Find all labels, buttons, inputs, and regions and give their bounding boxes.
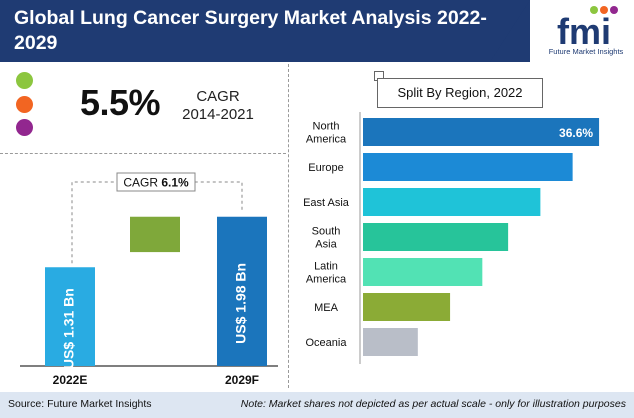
cagr-annotation: CAGR 6.1%: [123, 176, 189, 190]
header-band-edge: [490, 0, 530, 62]
region-bar-latin-america: [363, 258, 483, 286]
region-bar-north-america: [363, 118, 600, 146]
header-band: [0, 0, 530, 62]
legend-dot-purple: [16, 119, 33, 136]
logo-dot-orange: [600, 6, 608, 14]
bar-2022E: [45, 267, 95, 366]
region-bar-south-asia: [363, 223, 509, 251]
region-label: Europe: [308, 162, 343, 174]
region-label-line: MEA: [314, 302, 339, 314]
bar-value-label: US$ 1.31 Bn: [61, 288, 77, 369]
fmi-logo: fmi: [557, 6, 618, 52]
region-bar-europe: [363, 153, 573, 181]
region-label-line: America: [306, 274, 347, 286]
x-tick-label: 2022E: [53, 373, 88, 387]
logo-tagline: Future Market Insights: [548, 47, 624, 56]
logo-text: fmi: [557, 11, 611, 52]
footer-note: Note: Market shares not depicted as per …: [240, 398, 626, 410]
logo-dot-purple: [610, 6, 618, 14]
region-label-line: South: [312, 226, 341, 238]
cagr-bracket: [71, 181, 243, 264]
region-bar-oceania: [363, 328, 418, 356]
region-label-line: Asia: [315, 239, 337, 251]
region-data-label: 36.6%: [559, 126, 593, 140]
region-label: East Asia: [303, 197, 350, 209]
bar-growth: [130, 216, 180, 253]
region-chart-title: Split By Region, 2022: [377, 78, 543, 108]
bar-2029F: [217, 216, 267, 366]
region-label: Latin America: [306, 261, 347, 286]
bar-value-label: US$ 1.98 Bn: [233, 263, 249, 344]
legend-dot-orange: [16, 96, 33, 113]
cagr-value: 5.5%: [80, 82, 161, 123]
section-divider-vertical: [288, 64, 289, 388]
footer: Source: Future Market Insights Note: Mar…: [0, 392, 634, 418]
region-label-line: Latin: [314, 261, 338, 273]
region-label: South Asia: [312, 226, 341, 251]
header: Global Lung Cancer Surgery Market Analys…: [0, 0, 634, 62]
region-label: North America: [306, 121, 347, 146]
x-tick-label: 2029F: [225, 373, 259, 387]
region-bar-mea: [363, 293, 451, 321]
cagr-annotation-box: [116, 172, 196, 192]
region-label-line: America: [306, 134, 347, 146]
footer-source: Source: Future Market Insights: [8, 398, 152, 410]
region-label: Oceania: [306, 337, 348, 349]
section-divider-horizontal: [0, 153, 286, 154]
cagr-label: CAGR: [196, 88, 240, 105]
region-bar-east-asia: [363, 188, 541, 216]
region-label-line: East Asia: [303, 197, 350, 209]
logo-dot-green: [590, 6, 598, 14]
cagr-period: 2014-2021: [182, 106, 254, 123]
legend-dot-green: [16, 72, 33, 89]
cagr-annotation-label: CAGR: [123, 176, 161, 190]
region-label-line: Oceania: [306, 337, 348, 349]
region-label: MEA: [314, 302, 339, 314]
region-label-line: Europe: [308, 162, 343, 174]
cagr-annotation-value: 6.1%: [161, 176, 189, 190]
region-label-line: North: [313, 121, 340, 133]
page-title: Global Lung Cancer Surgery Market Analys…: [14, 7, 487, 54]
market-value-chart: US$ 1.31 Bn US$ 1.98 Bn 2022E 2029F CAGR 6.1…: [20, 172, 278, 387]
